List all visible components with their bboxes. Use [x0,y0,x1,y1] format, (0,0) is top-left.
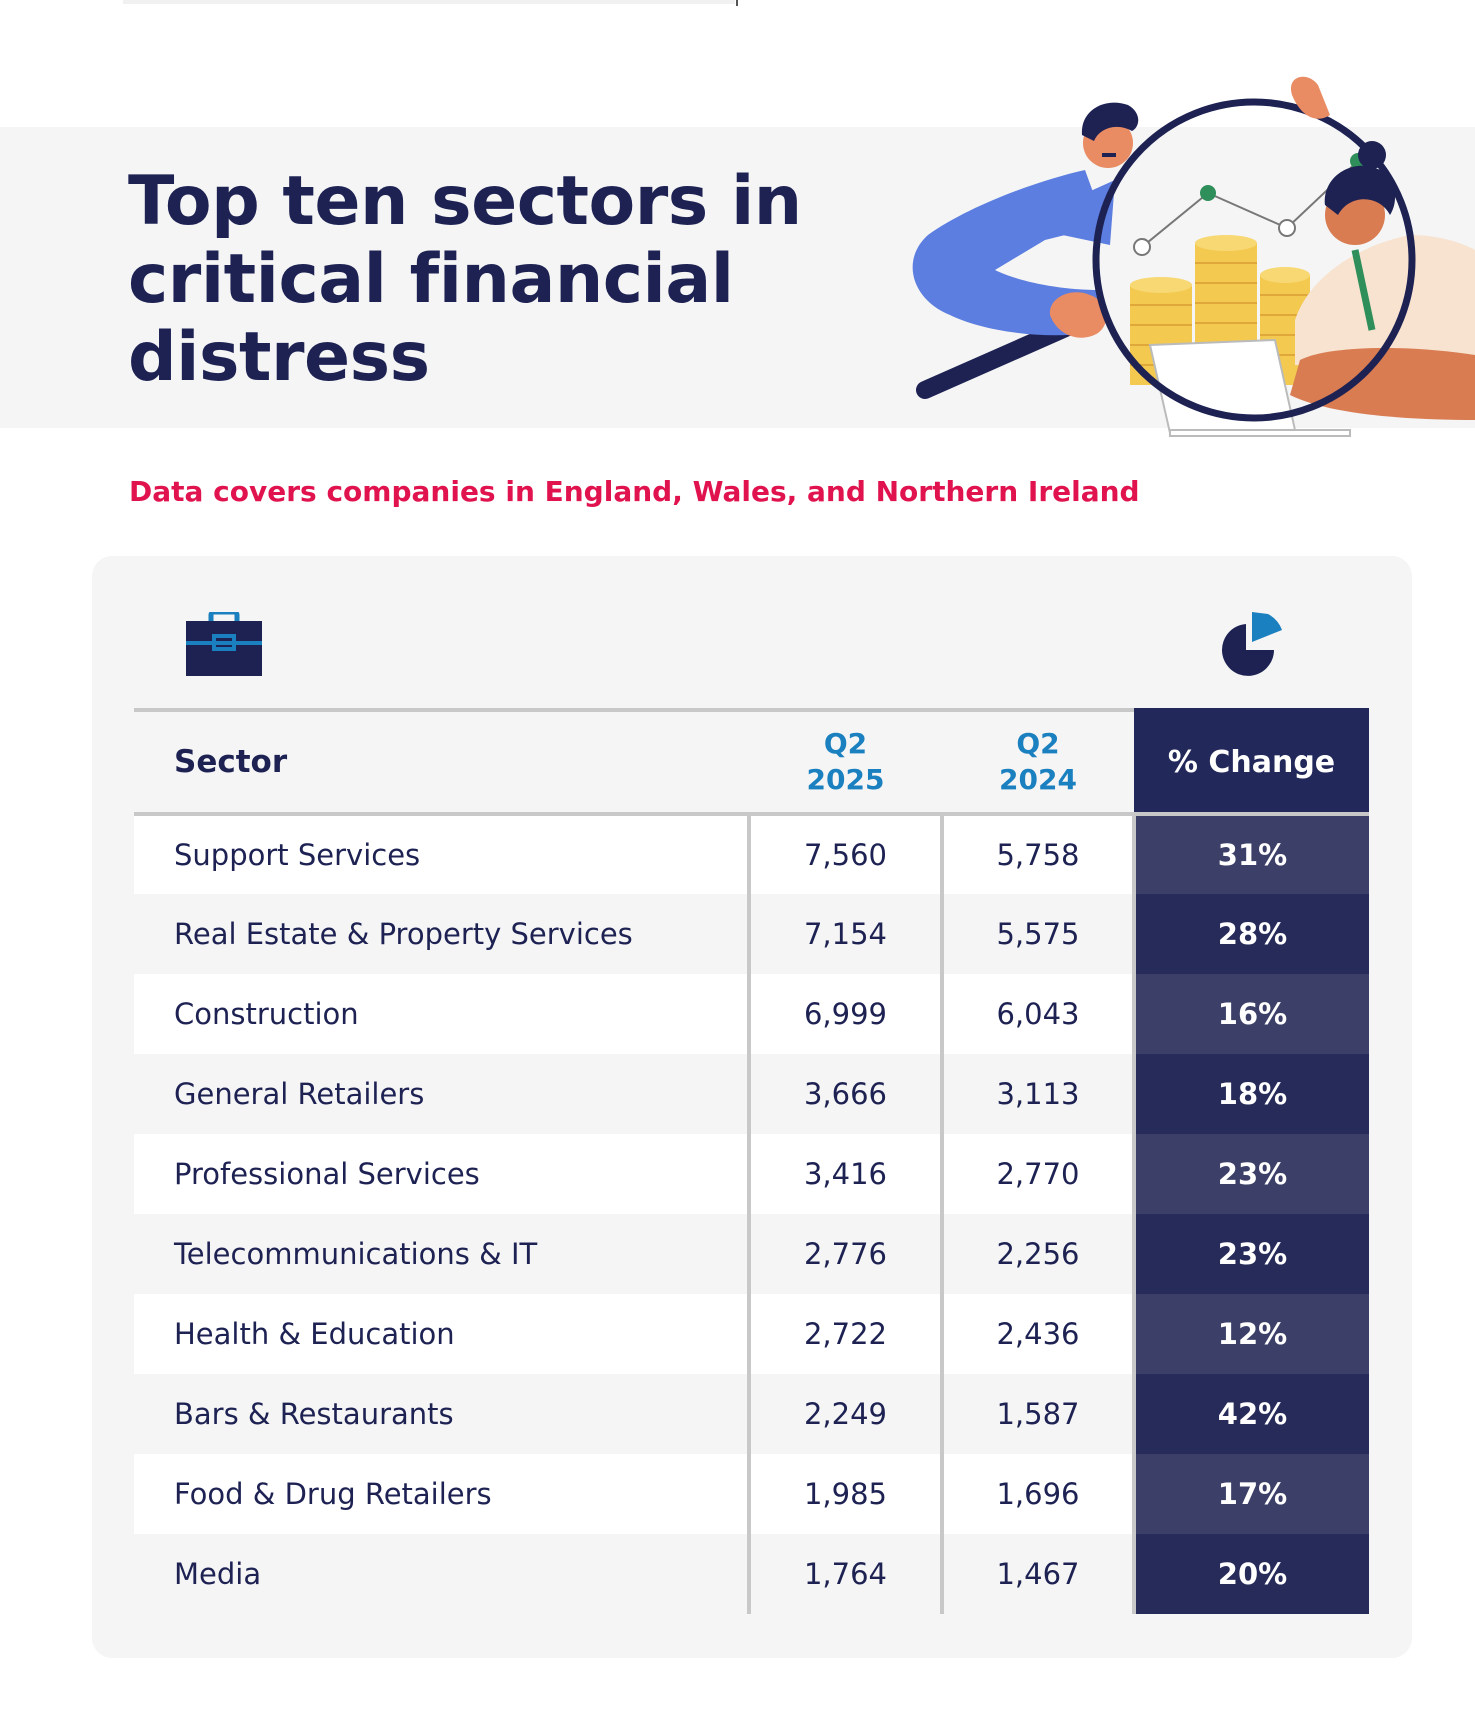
sector-name: Telecommunications & IT [134,1214,749,1294]
q2-2025-value: 2,722 [747,1294,942,1374]
table-row: Support Services 7,560 5,758 31% [134,814,1369,894]
sector-name: Food & Drug Retailers [134,1454,749,1534]
header-q2-2024-line1: Q2 [1016,727,1060,760]
table-row: Real Estate & Property Services 7,154 5,… [134,894,1369,974]
header-q2-2024: Q2 2024 [942,708,1134,816]
sector-name: Health & Education [134,1294,749,1374]
table-row: Telecommunications & IT 2,776 2,256 23% [134,1214,1369,1294]
table-row: Bars & Restaurants 2,249 1,587 42% [134,1374,1369,1454]
table-row: Food & Drug Retailers 1,985 1,696 17% [134,1454,1369,1534]
sector-name: Support Services [134,814,749,894]
q2-2024-value: 2,770 [940,1134,1134,1214]
percent-change-value: 17% [1132,1454,1369,1534]
q2-2024-value: 1,467 [940,1534,1134,1614]
q2-2025-value: 6,999 [747,974,942,1054]
q2-2024-value: 3,113 [940,1054,1134,1134]
q2-2025-value: 7,560 [747,814,942,894]
percent-change-value: 18% [1132,1054,1369,1134]
percent-change-value: 20% [1132,1534,1369,1614]
header-q2-2025-line2: 2025 [806,763,885,796]
q2-2025-value: 2,776 [747,1214,942,1294]
sector-name: Real Estate & Property Services [134,894,749,974]
q2-2025-value: 3,666 [747,1054,942,1134]
table-row: Construction 6,999 6,043 16% [134,974,1369,1054]
percent-change-value: 31% [1132,814,1369,894]
table-row: Health & Education 2,722 2,436 12% [134,1294,1369,1374]
briefcase-icon [186,612,262,676]
header-q2-2025-line1: Q2 [823,727,868,760]
q2-2024-value: 5,758 [940,814,1134,894]
header-q2-2025: Q2 2025 [749,708,942,816]
percent-change-value: 23% [1132,1214,1369,1294]
q2-2024-value: 1,587 [940,1374,1134,1454]
subtitle: Data covers companies in England, Wales,… [129,475,1140,508]
q2-2025-value: 2,249 [747,1374,942,1454]
percent-change-value: 12% [1132,1294,1369,1374]
sector-table: Sector Q2 2025 Q2 2024 % Change Support Se… [134,708,1369,1614]
q2-2024-value: 2,256 [940,1214,1134,1294]
q2-2025-value: 3,416 [747,1134,942,1214]
q2-2024-value: 1,696 [940,1454,1134,1534]
pie-chart-icon [1222,612,1282,676]
percent-change-value: 16% [1132,974,1369,1054]
header-sector: Sector [134,708,749,816]
table-row: Media 1,764 1,467 20% [134,1534,1369,1614]
table-row: General Retailers 3,666 3,113 18% [134,1054,1369,1134]
sector-name: Bars & Restaurants [134,1374,749,1454]
q2-2025-value: 1,764 [747,1534,942,1614]
sector-name: Media [134,1534,749,1614]
table-row: Professional Services 3,416 2,770 23% [134,1134,1369,1214]
q2-2025-value: 1,985 [747,1454,942,1534]
q2-2025-value: 7,154 [747,894,942,974]
q2-2024-value: 6,043 [940,974,1134,1054]
header-q2-2024-line2: 2024 [999,763,1077,796]
header-row: Sector Q2 2025 Q2 2024 % Change [134,708,1369,816]
magnifying-glass-illustration [912,76,1475,437]
header-percent-change: % Change [1134,708,1369,816]
top-tick-mark [736,0,738,6]
top-divider [123,0,735,4]
percent-change-value: 23% [1132,1134,1369,1214]
percent-change-value: 28% [1132,894,1369,974]
q2-2024-value: 5,575 [940,894,1134,974]
sector-name: Professional Services [134,1134,749,1214]
sector-name: General Retailers [134,1054,749,1134]
percent-change-value: 42% [1132,1374,1369,1454]
page-title: Top ten sectors in critical financial di… [128,162,802,397]
sector-name: Construction [134,974,749,1054]
q2-2024-value: 2,436 [940,1294,1134,1374]
